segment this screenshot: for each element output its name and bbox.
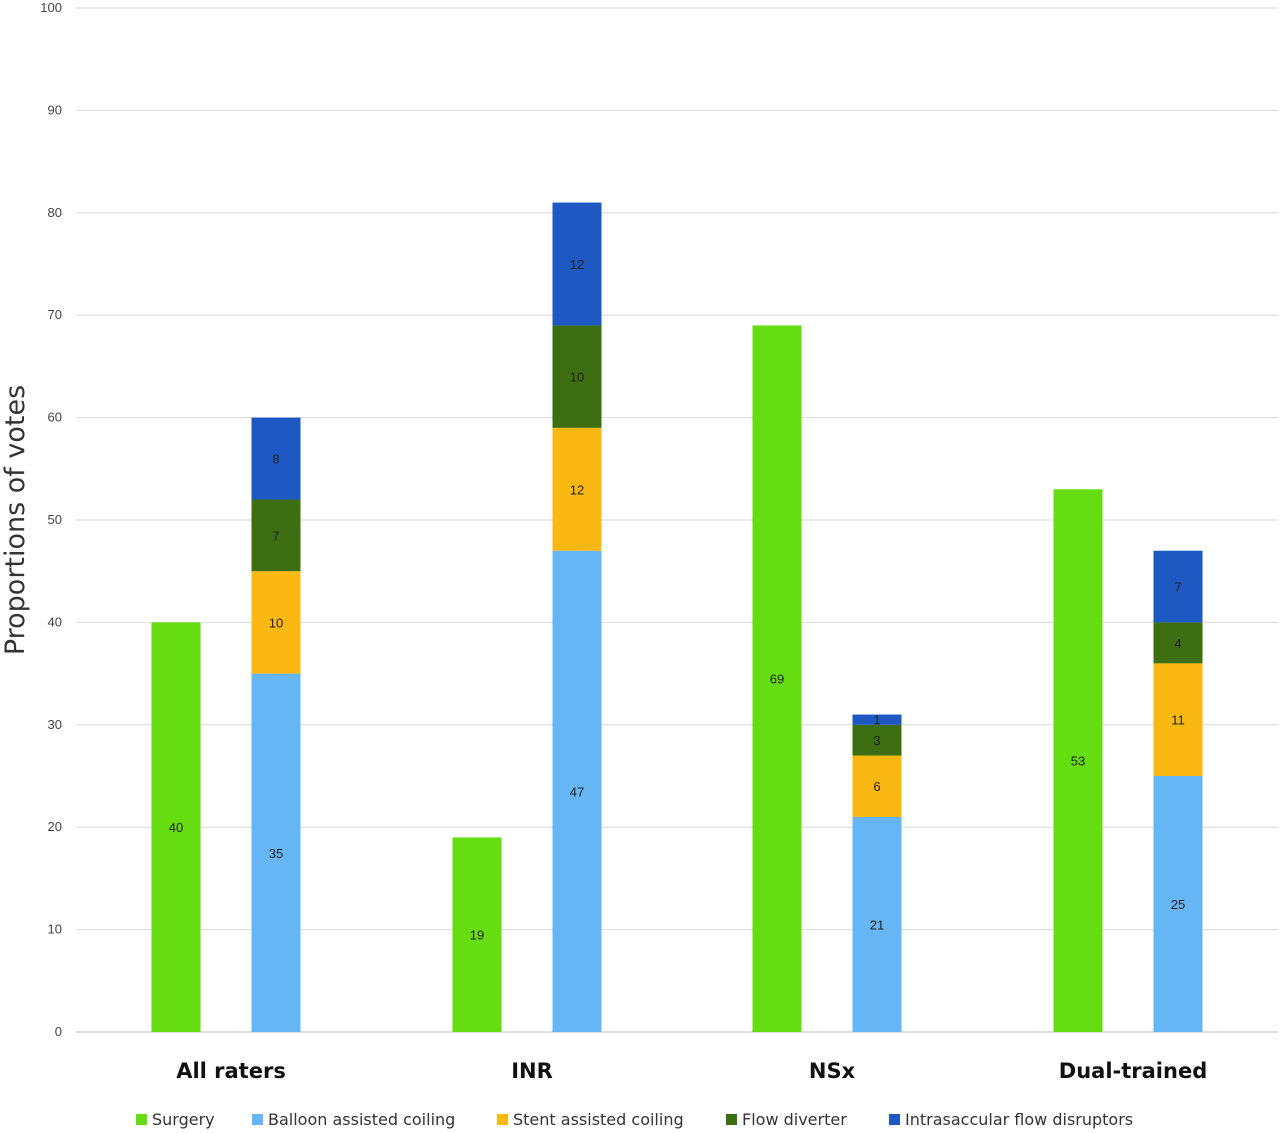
y-axis-label: Proportions of votes xyxy=(0,385,31,655)
bar-segment xyxy=(1153,663,1203,776)
y-tick-label: 80 xyxy=(48,205,62,220)
y-axis-ticks: 0 10 20 30 40 50 60 70 80 90 100 xyxy=(40,0,62,1039)
legend-swatch xyxy=(889,1114,900,1125)
legend-swatch xyxy=(726,1114,737,1125)
x-axis-categories: All raters INR NSx Dual-trained xyxy=(176,1059,1207,1083)
bar-segment xyxy=(251,673,301,1032)
bar-segment xyxy=(151,622,201,1032)
y-tick-label: 50 xyxy=(48,512,62,527)
x-category-label: NSx xyxy=(809,1059,856,1083)
data-label: 7 xyxy=(272,528,279,543)
data-label: 6 xyxy=(873,779,880,794)
legend-label: Surgery xyxy=(152,1110,215,1129)
data-label: 8 xyxy=(272,452,279,467)
y-tick-label: 0 xyxy=(55,1024,62,1039)
data-label: 25 xyxy=(1171,897,1185,912)
bar-segment xyxy=(852,724,902,756)
y-tick-label: 20 xyxy=(48,819,62,834)
data-label: 53 xyxy=(1071,754,1085,769)
bar-segment xyxy=(552,202,602,326)
bar-segment xyxy=(251,417,301,500)
data-label: 12 xyxy=(570,257,584,272)
data-label: 69 xyxy=(770,672,784,687)
y-tick-label: 60 xyxy=(48,410,62,425)
data-label: 3 xyxy=(873,733,880,748)
x-category-label: INR xyxy=(511,1059,553,1083)
y-tick-label: 90 xyxy=(48,102,62,117)
bar-segment xyxy=(552,427,602,551)
data-label: 35 xyxy=(269,846,283,861)
x-category-label: All raters xyxy=(176,1059,286,1083)
y-tick-label: 10 xyxy=(48,922,62,937)
legend-swatch xyxy=(497,1114,508,1125)
legend-label: Stent assisted coiling xyxy=(513,1110,684,1129)
bar-segment xyxy=(552,550,602,1032)
bar-segment xyxy=(1153,622,1203,664)
bar-segment xyxy=(1153,550,1203,623)
x-category-label: Dual-trained xyxy=(1059,1059,1207,1083)
data-label: 47 xyxy=(570,784,584,799)
bar-segment xyxy=(452,837,502,1032)
bar-segment xyxy=(251,571,301,674)
data-label: 40 xyxy=(169,820,183,835)
y-tick-label: 70 xyxy=(48,307,62,322)
legend: Surgery Balloon assisted coiling Stent ass… xyxy=(136,1110,1133,1129)
legend-label: Intrasaccular flow disruptors xyxy=(905,1110,1133,1129)
y-tick-label: 30 xyxy=(48,717,62,732)
data-label: 21 xyxy=(870,917,884,932)
bar-segment xyxy=(552,325,602,428)
data-label: 12 xyxy=(570,482,584,497)
bar-segment xyxy=(1053,489,1103,1032)
data-label: 4 xyxy=(1174,636,1181,651)
bar-segment xyxy=(852,714,902,725)
data-label: 10 xyxy=(269,615,283,630)
y-tick-label: 40 xyxy=(48,614,62,629)
legend-swatch xyxy=(252,1114,263,1125)
y-tick-label: 100 xyxy=(40,0,62,15)
bar-segment xyxy=(852,816,902,1032)
legend-label: Flow diverter xyxy=(742,1110,847,1129)
data-label: 19 xyxy=(470,928,484,943)
legend-swatch xyxy=(136,1114,147,1125)
bar-segment xyxy=(852,755,902,817)
bar-segment xyxy=(1153,776,1203,1032)
data-label: 11 xyxy=(1171,713,1185,728)
data-label: 10 xyxy=(570,370,584,385)
bar-segment xyxy=(752,325,802,1032)
data-label: 7 xyxy=(1174,580,1181,595)
bar-segment xyxy=(251,499,301,572)
data-label: 1 xyxy=(873,713,880,728)
legend-label: Balloon assisted coiling xyxy=(268,1110,455,1129)
